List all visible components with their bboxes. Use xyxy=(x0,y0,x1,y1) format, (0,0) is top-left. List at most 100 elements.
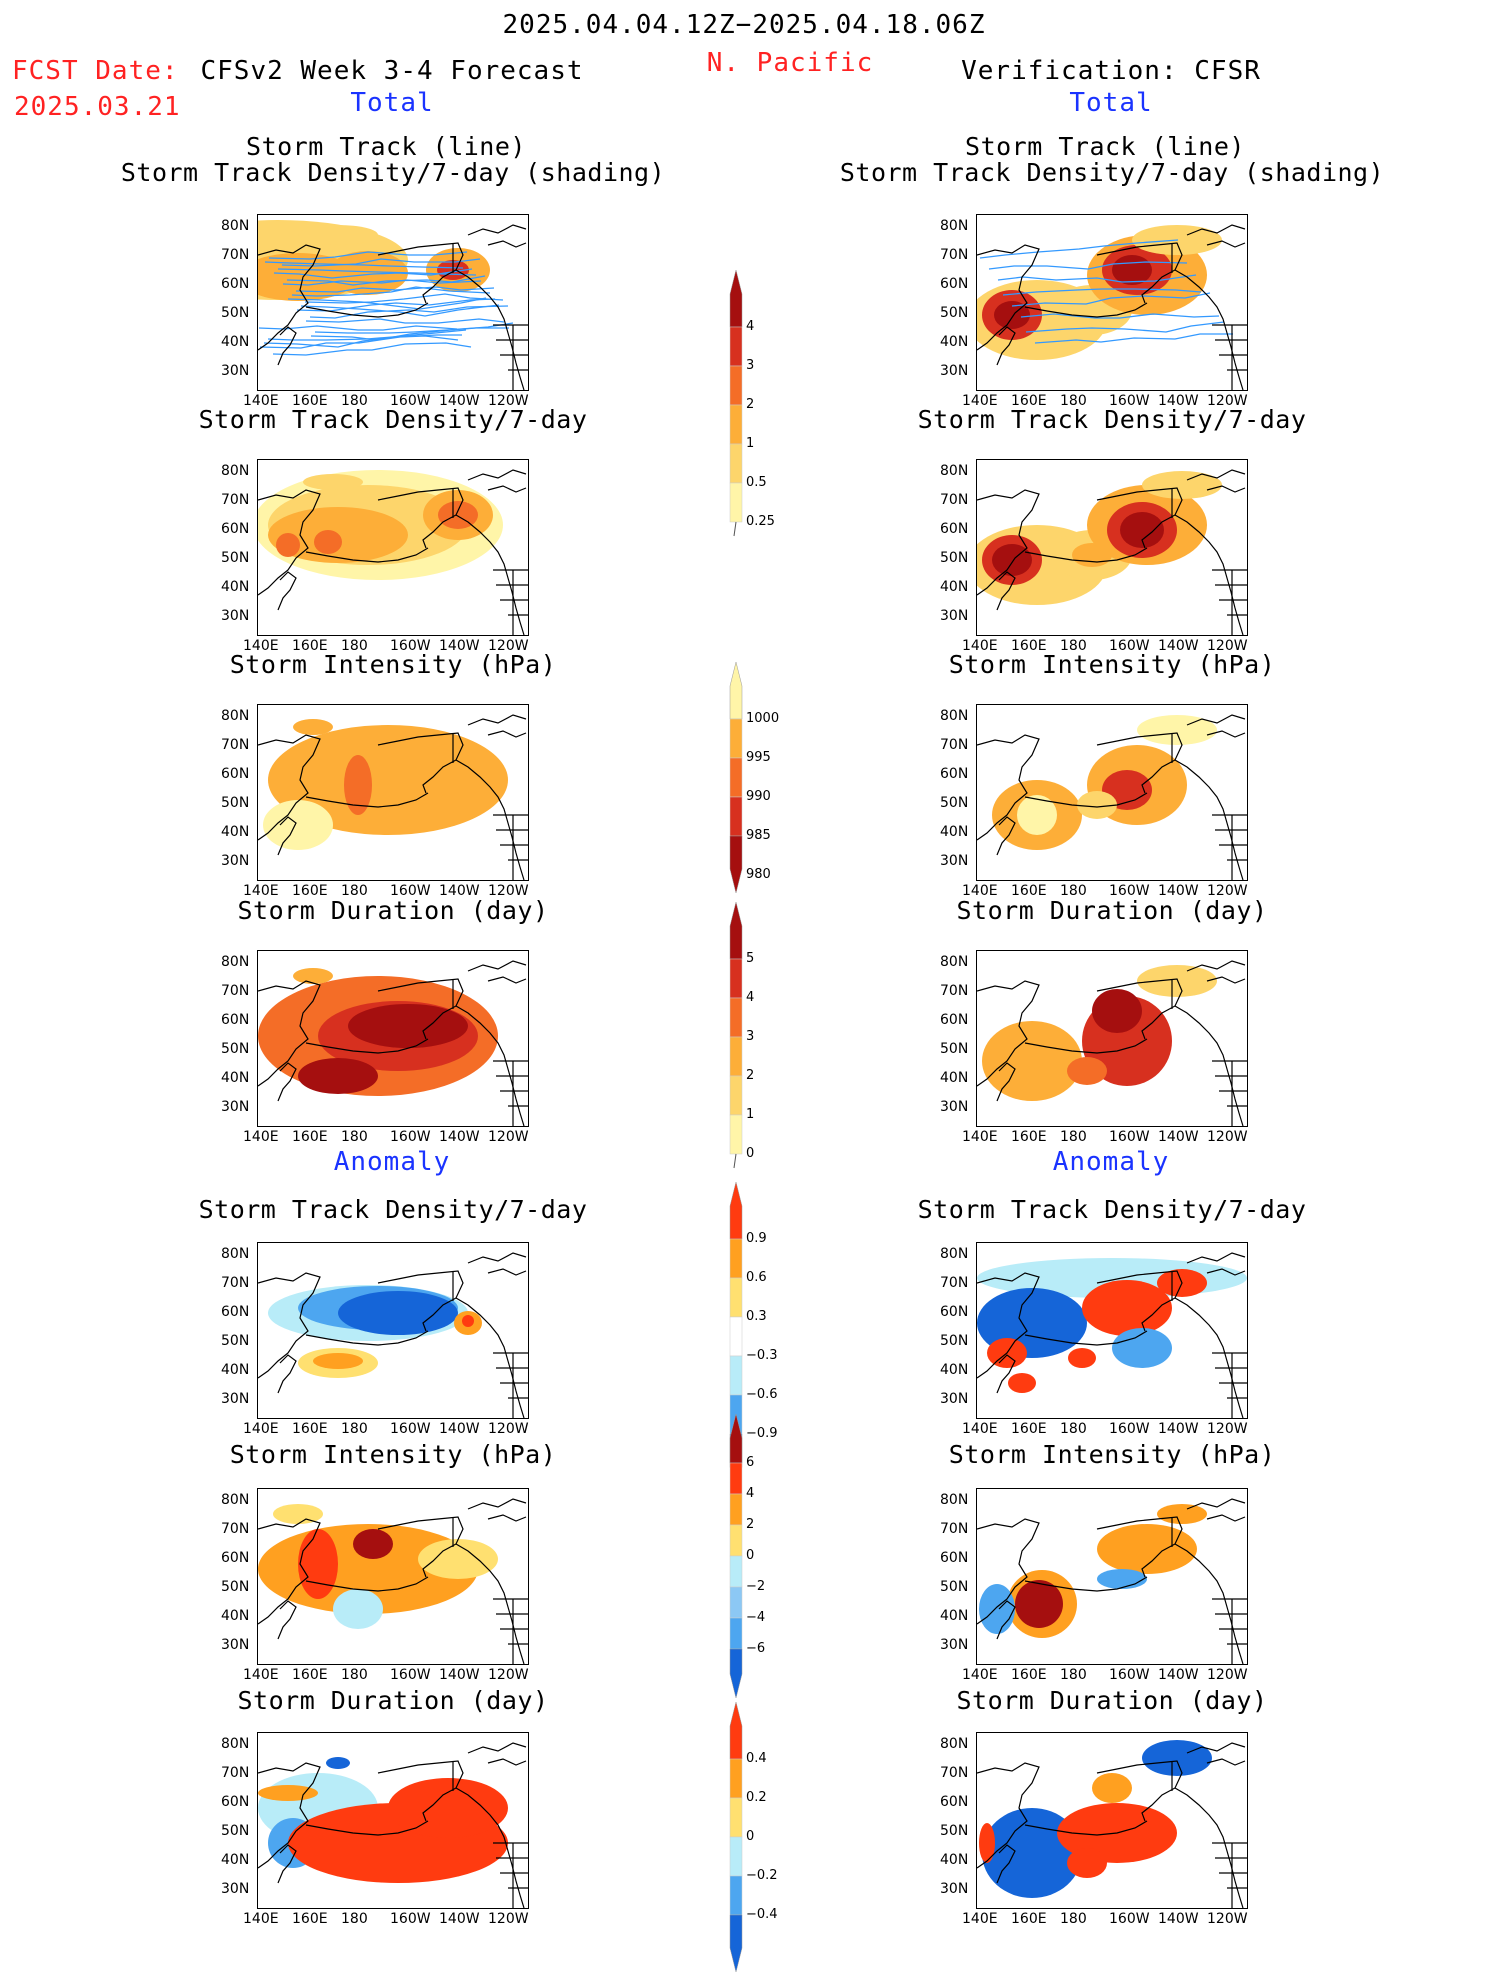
title-right-track-line: Storm Track (line) xyxy=(965,132,1245,161)
lat-label: 60N xyxy=(940,1304,969,1320)
lat-label: 30N xyxy=(221,1099,250,1115)
forecast-title: CFSv2 Week 3-4 Forecast xyxy=(200,56,584,86)
lon-label: 140W xyxy=(1158,1911,1199,1927)
map-l3 xyxy=(257,704,529,881)
lon-label: 120W xyxy=(488,1667,529,1683)
title-right-anom-intensity: Storm Intensity (hPa) xyxy=(948,1440,1276,1469)
lon-label: 120W xyxy=(488,1129,529,1145)
colorbar-tick-label: 5 xyxy=(746,951,755,966)
lon-label: 160E xyxy=(1011,1667,1047,1683)
lon-label: 160W xyxy=(1109,1129,1150,1145)
lon-label: 160E xyxy=(1011,1911,1047,1927)
lon-label: 120W xyxy=(488,393,529,409)
colorbar-anom-duration: 0.4 0.2 0 −0.2 −0.4 xyxy=(722,1700,778,1978)
lat-label: 40N xyxy=(221,1070,250,1086)
lat-label: 50N xyxy=(221,550,250,566)
lat-label: 70N xyxy=(940,737,969,753)
map-r2 xyxy=(976,459,1248,636)
title-right-duration: Storm Duration (day) xyxy=(956,896,1268,925)
lon-label: 160W xyxy=(1109,393,1150,409)
lat-label: 70N xyxy=(221,247,250,263)
title-left-duration: Storm Duration (day) xyxy=(237,896,549,925)
lon-label: 120W xyxy=(488,638,529,654)
lon-label: 180 xyxy=(341,393,368,409)
lon-label: 140E xyxy=(243,638,279,654)
forecast-total-label: Total xyxy=(350,88,434,118)
lat-label: 80N xyxy=(221,1736,250,1752)
lon-label: 160E xyxy=(1011,1421,1047,1437)
lat-label: 70N xyxy=(221,1275,250,1291)
lat-label: 30N xyxy=(940,608,969,624)
colorbar-duration: 5 4 3 2 1 0 xyxy=(722,900,762,1178)
colorbar-tick-label: 3 xyxy=(746,1029,755,1044)
region-title: N. Pacific xyxy=(706,48,874,78)
lat-label: 70N xyxy=(940,247,969,263)
lat-label: 30N xyxy=(940,1391,969,1407)
lat-label: 80N xyxy=(221,1246,250,1262)
lon-label: 160E xyxy=(292,1129,328,1145)
lat-label: 50N xyxy=(940,795,969,811)
colorbar-tick-label: −2 xyxy=(746,1579,766,1594)
lat-label: 40N xyxy=(940,334,969,350)
lat-label: 50N xyxy=(940,1333,969,1349)
lat-label: 60N xyxy=(940,1550,969,1566)
lat-label: 30N xyxy=(221,363,250,379)
lat-label: 70N xyxy=(940,1275,969,1291)
lat-label: 70N xyxy=(940,1521,969,1537)
lon-label: 180 xyxy=(341,1129,368,1145)
lat-label: 70N xyxy=(221,1521,250,1537)
lat-label: 30N xyxy=(221,1637,250,1653)
lat-label: 60N xyxy=(940,766,969,782)
lat-label: 40N xyxy=(940,579,969,595)
colorbar-tick-label: 985 xyxy=(746,828,771,843)
lon-label: 160E xyxy=(292,1421,328,1437)
colorbar-tick-label: 2 xyxy=(746,1517,755,1532)
lat-label: 80N xyxy=(940,1246,969,1262)
colorbar-tick-label: 995 xyxy=(746,750,771,765)
lat-label: 50N xyxy=(221,1823,250,1839)
lat-label: 50N xyxy=(940,1041,969,1057)
lon-label: 140W xyxy=(439,1911,480,1927)
title-left-track-density: Storm Track Density/7-day xyxy=(198,405,588,434)
lat-label: 70N xyxy=(940,1765,969,1781)
lat-label: 70N xyxy=(221,737,250,753)
date-range-title: 2025.04.04.12Z−2025.04.18.06Z xyxy=(502,10,986,40)
lon-label: 140W xyxy=(1158,638,1199,654)
lon-label: 140W xyxy=(439,1667,480,1683)
lon-label: 160W xyxy=(1109,638,1150,654)
map-l7 xyxy=(257,1732,529,1909)
lon-label: 140W xyxy=(1158,1667,1199,1683)
lon-label: 180 xyxy=(1060,638,1087,654)
colorbar-tick-label: 2 xyxy=(746,1068,755,1083)
lon-label: 160E xyxy=(1011,883,1047,899)
lon-label: 140W xyxy=(1158,1421,1199,1437)
lon-label: 140E xyxy=(962,883,998,899)
lat-label: 40N xyxy=(221,1362,250,1378)
lon-label: 180 xyxy=(341,1911,368,1927)
lon-label: 180 xyxy=(1060,883,1087,899)
lat-label: 80N xyxy=(940,954,969,970)
map-r3 xyxy=(976,704,1248,881)
lat-label: 60N xyxy=(221,521,250,537)
lat-label: 40N xyxy=(940,1362,969,1378)
lat-label: 30N xyxy=(940,1637,969,1653)
lon-label: 180 xyxy=(1060,1129,1087,1145)
lon-label: 160W xyxy=(390,638,431,654)
lon-label: 180 xyxy=(1060,393,1087,409)
lat-label: 60N xyxy=(221,276,250,292)
lat-label: 60N xyxy=(940,521,969,537)
colorbar-tick-label: −0.6 xyxy=(746,1387,778,1402)
lat-label: 50N xyxy=(940,1823,969,1839)
title-right-anom-density: Storm Track Density/7-day xyxy=(917,1195,1307,1224)
map-r5 xyxy=(976,1242,1248,1419)
lon-label: 160W xyxy=(390,1129,431,1145)
lon-label: 140E xyxy=(962,1911,998,1927)
map-r6 xyxy=(976,1488,1248,1665)
colorbar-tick-label: 1 xyxy=(746,1107,755,1122)
lat-label: 50N xyxy=(221,1333,250,1349)
lon-label: 180 xyxy=(1060,1911,1087,1927)
lon-label: 140E xyxy=(962,1129,998,1145)
map-l4 xyxy=(257,950,529,1127)
lon-label: 180 xyxy=(1060,1667,1087,1683)
lon-label: 160E xyxy=(292,883,328,899)
